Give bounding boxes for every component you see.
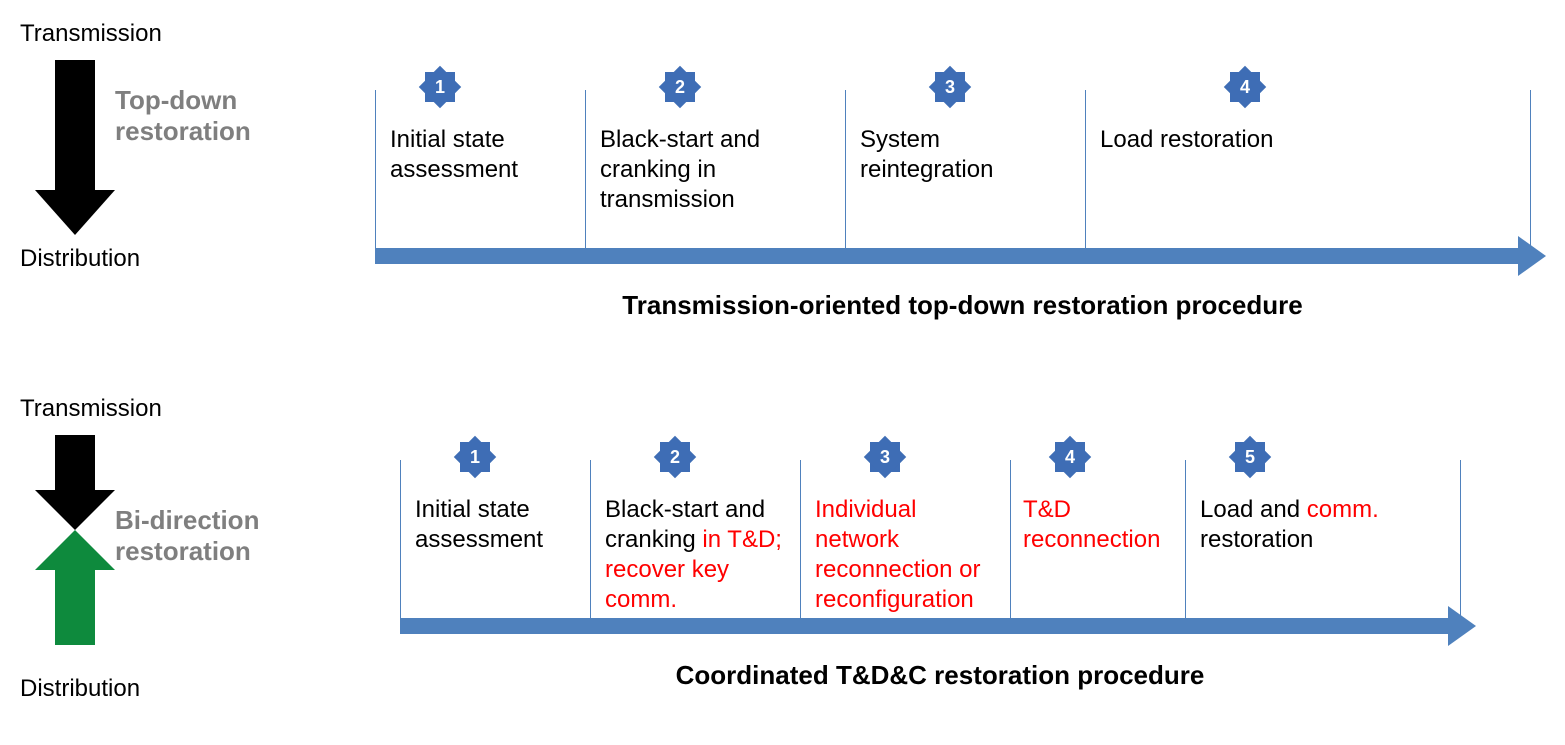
bottom-black-arrow-head xyxy=(35,490,115,530)
procedure2-step-badge: 1 xyxy=(460,442,490,472)
procedure1-divider xyxy=(1530,90,1531,250)
procedure2-step-text: Load and comm. restoration xyxy=(1200,495,1410,555)
bottom-green-arrow-head xyxy=(35,530,115,570)
badge-number-icon: 4 xyxy=(1055,442,1085,472)
procedure1-timeline-arrow xyxy=(375,248,1520,264)
top-lower-label: Distribution xyxy=(20,245,140,273)
procedure2-step-text: T&D reconnection xyxy=(1023,495,1183,555)
text-segment: Load restoration xyxy=(1100,126,1273,153)
procedure2-step-badge: 4 xyxy=(1055,442,1085,472)
top-side-label: Top-down restoration xyxy=(115,85,285,147)
procedure2-step-badge: 3 xyxy=(870,442,900,472)
bottom-green-arrow xyxy=(55,570,95,645)
text-segment: System reintegration xyxy=(860,126,993,183)
bottom-lower-label: Distribution xyxy=(20,675,140,703)
procedure1-divider xyxy=(845,90,846,250)
procedure1-step-text: Load restoration xyxy=(1100,125,1300,155)
procedure2-step-text: Black-start and cranking in T&D; recover… xyxy=(605,495,785,615)
top-down-arrow-head xyxy=(35,190,115,235)
procedure2-step-badge: 2 xyxy=(660,442,690,472)
text-segment: comm. xyxy=(1307,496,1379,523)
top-upper-label: Transmission xyxy=(20,20,162,48)
procedure1-step-badge: 2 xyxy=(665,72,695,102)
procedure2-divider xyxy=(1010,460,1011,620)
badge-number-icon: 2 xyxy=(660,442,690,472)
badge-number-icon: 2 xyxy=(665,72,695,102)
bottom-black-arrow xyxy=(55,435,95,490)
badge-number-icon: 1 xyxy=(460,442,490,472)
top-down-arrow xyxy=(55,60,95,190)
procedure2-divider xyxy=(1185,460,1186,620)
procedure1-step-text: Black-start and cranking in transmission xyxy=(600,125,820,215)
procedure1-step-text: System reintegration xyxy=(860,125,1070,185)
text-segment: Initial state assessment xyxy=(390,126,518,183)
text-segment: Individual network reconnection or recon… xyxy=(815,496,980,613)
text-segment: restoration xyxy=(1200,526,1313,553)
procedure2-divider xyxy=(400,460,401,620)
bottom-upper-label: Transmission xyxy=(20,395,162,423)
text-segment: T&D reconnection xyxy=(1023,496,1160,553)
badge-number-icon: 3 xyxy=(935,72,965,102)
badge-number-icon: 1 xyxy=(425,72,455,102)
badge-number-icon: 3 xyxy=(870,442,900,472)
procedure1-step-badge: 4 xyxy=(1230,72,1260,102)
procedure1-divider xyxy=(1085,90,1086,250)
procedure1-step-badge: 1 xyxy=(425,72,455,102)
badge-number-icon: 4 xyxy=(1230,72,1260,102)
procedure2-divider xyxy=(800,460,801,620)
procedure2-divider xyxy=(1460,460,1461,620)
procedure1-divider xyxy=(585,90,586,250)
text-segment: Initial state assessment xyxy=(415,496,543,553)
procedure1-divider xyxy=(375,90,376,250)
bottom-side-label: Bi-direction restoration xyxy=(115,505,285,567)
badge-number-icon: 5 xyxy=(1235,442,1265,472)
procedure1-step-badge: 3 xyxy=(935,72,965,102)
procedure2-timeline-arrow xyxy=(400,618,1450,634)
procedure1-step-text: Initial state assessment xyxy=(390,125,570,185)
procedure2-step-text: Individual network reconnection or recon… xyxy=(815,495,1005,615)
procedure2-step-text: Initial state assessment xyxy=(415,495,575,555)
procedure2-step-badge: 5 xyxy=(1235,442,1265,472)
text-segment: Black-start and cranking in transmission xyxy=(600,126,760,213)
procedure1-title: Transmission-oriented top-down restorati… xyxy=(375,290,1550,321)
text-segment: Load and xyxy=(1200,496,1307,523)
procedure2-title: Coordinated T&D&C restoration procedure xyxy=(400,660,1480,691)
procedure2-divider xyxy=(590,460,591,620)
